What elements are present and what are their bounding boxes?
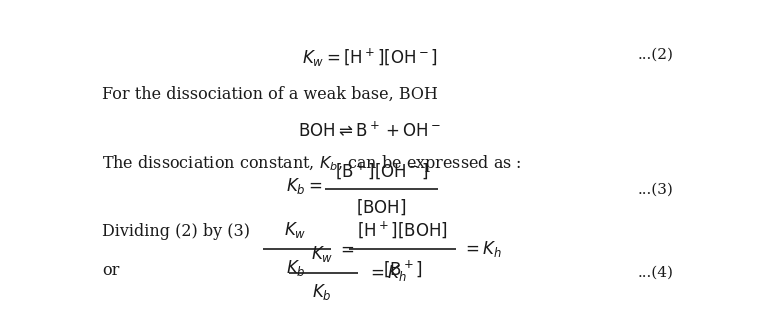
- Text: $K_b$: $K_b$: [286, 258, 305, 278]
- Text: For the dissociation of a weak base, BOH: For the dissociation of a weak base, BOH: [102, 86, 438, 103]
- Text: The dissociation constant, $K_b$, can be expressed as :: The dissociation constant, $K_b$, can be…: [102, 153, 521, 174]
- Text: ...(2): ...(2): [637, 47, 674, 61]
- Text: ...(4): ...(4): [637, 266, 674, 280]
- Text: Dividing (2) by (3): Dividing (2) by (3): [102, 223, 250, 240]
- Text: $=$: $=$: [337, 241, 354, 258]
- Text: $= K_h$: $= K_h$: [462, 239, 502, 259]
- Text: $K_w = [\mathrm{H^+}][\mathrm{OH^-}]$: $K_w = [\mathrm{H^+}][\mathrm{OH^-}]$: [302, 47, 438, 69]
- Text: $[\mathrm{H^+}][\mathrm{BOH}]$: $[\mathrm{H^+}][\mathrm{BOH}]$: [357, 219, 448, 240]
- Text: $[\mathrm{B^+}]$: $[\mathrm{B^+}]$: [382, 258, 422, 279]
- Text: $K_b$: $K_b$: [313, 282, 332, 302]
- Text: $K_w$: $K_w$: [311, 244, 333, 264]
- Text: $\mathrm{BOH} \rightleftharpoons \mathrm{B^+ + OH^-}$: $\mathrm{BOH} \rightleftharpoons \mathrm…: [299, 121, 441, 141]
- Text: $[\mathrm{BOH}]$: $[\mathrm{BOH}]$: [356, 198, 407, 217]
- Text: $[\mathrm{B^+}][\mathrm{OH^-}]$: $[\mathrm{B^+}][\mathrm{OH^-}]$: [335, 160, 429, 181]
- Text: $K_b =$: $K_b =$: [286, 176, 323, 195]
- Text: ...(3): ...(3): [637, 182, 674, 196]
- Text: $= K_h$: $= K_h$: [367, 263, 407, 283]
- Text: $K_w$: $K_w$: [284, 220, 306, 240]
- Text: or: or: [102, 262, 119, 279]
